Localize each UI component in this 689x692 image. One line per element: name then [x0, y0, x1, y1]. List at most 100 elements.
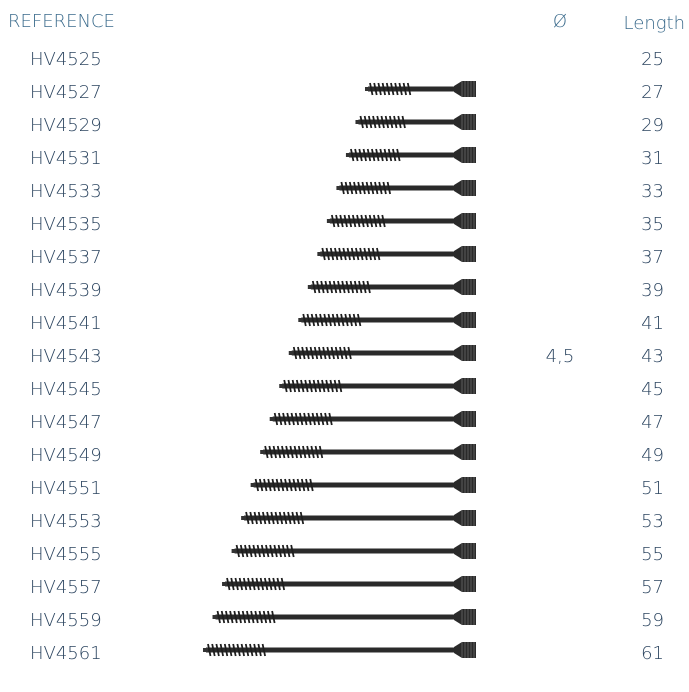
screw-thread [265, 578, 268, 590]
reference: HV4555 [30, 544, 102, 565]
screw-thread [319, 347, 322, 359]
screw-thread [294, 347, 297, 359]
length: 59 [641, 610, 664, 631]
length: 33 [641, 181, 664, 202]
screw-thread [222, 611, 225, 623]
screw-thread [234, 611, 237, 623]
screw-image [308, 279, 476, 295]
screw-thread [354, 314, 357, 326]
screw-thread [315, 347, 318, 359]
screw-thread [364, 248, 367, 260]
screw-thread [354, 182, 357, 194]
screw-thread [282, 446, 285, 458]
screw-thread [351, 149, 354, 161]
screw-thread [274, 545, 277, 557]
screw-thread [360, 248, 363, 260]
screw-thread [397, 149, 400, 161]
screw-thread [268, 479, 271, 491]
screw-thread [316, 446, 319, 458]
screw-thread [284, 380, 287, 392]
screw-thread [379, 182, 382, 194]
screw-shaft [282, 384, 456, 389]
screw-tip [251, 483, 256, 487]
screw-thread [303, 314, 306, 326]
screw-image [260, 444, 476, 460]
screw-thread [365, 215, 368, 227]
screw-thread [378, 215, 381, 227]
screw-tip [279, 384, 284, 388]
screw-thread [298, 479, 301, 491]
screw-thread [346, 281, 349, 293]
screw-thread [358, 182, 361, 194]
product-table: REFERENCE Ø Length HV452525HV452727HV452… [0, 0, 689, 692]
screw-thread [408, 83, 411, 95]
screw-thread [304, 413, 307, 425]
screw-thread [339, 248, 342, 260]
screw-thread [391, 83, 394, 95]
screw-thread [244, 578, 247, 590]
screw-thread [336, 215, 339, 227]
screw-thread [359, 149, 362, 161]
reference: HV4533 [30, 181, 102, 202]
screw-thread [290, 446, 293, 458]
screw-thread [404, 83, 407, 95]
screw-thread [284, 512, 287, 524]
screw-thread [306, 479, 309, 491]
screw-thread [240, 578, 243, 590]
header-length: Length [624, 13, 685, 34]
screw-thread [327, 347, 330, 359]
length: 31 [641, 148, 664, 169]
reference: HV4553 [30, 511, 102, 532]
screw-thread [394, 116, 397, 128]
screw-thread [241, 545, 244, 557]
screw-thread [272, 479, 275, 491]
screw-thread [332, 215, 335, 227]
screw-thread [385, 149, 388, 161]
screw-thread [316, 314, 319, 326]
screw-thread [372, 149, 375, 161]
screw-thread [271, 512, 274, 524]
screw-thread [348, 248, 351, 260]
screw-thread [360, 116, 363, 128]
screw-thread [389, 149, 392, 161]
screw-image [232, 543, 476, 559]
screw-thread [218, 611, 221, 623]
screw-thread [261, 578, 264, 590]
screw-thread [221, 644, 224, 656]
screw-thread [314, 380, 317, 392]
screw-tip [308, 285, 313, 289]
screw-thread [356, 248, 359, 260]
screw-thread [393, 149, 396, 161]
screw-thread [263, 512, 266, 524]
screw-thread [357, 215, 360, 227]
screw-thread [341, 182, 344, 194]
screw-thread [269, 578, 272, 590]
length: 51 [641, 478, 664, 499]
screw-tip [289, 351, 294, 355]
screw-thread [251, 611, 254, 623]
screw-thread [246, 512, 249, 524]
screw-thread [355, 149, 358, 161]
screw-thread [267, 512, 270, 524]
screw-thread [327, 248, 330, 260]
screw-thread [216, 644, 219, 656]
screw-shaft [311, 285, 456, 290]
screw-image [270, 411, 476, 427]
screw-tip [298, 318, 303, 322]
screw-thread [305, 380, 308, 392]
screw-image [213, 609, 476, 625]
screw-thread [371, 182, 374, 194]
screw-tip [232, 549, 237, 553]
screw-thread [367, 182, 370, 194]
screw-thread [250, 512, 253, 524]
screw-thread [264, 479, 267, 491]
screw-thread [364, 149, 367, 161]
reference: HV4537 [30, 247, 102, 268]
screw-thread [233, 644, 236, 656]
screw-thread [382, 215, 385, 227]
screw-thread [242, 644, 245, 656]
screw-thread [302, 479, 305, 491]
screw-thread [322, 248, 325, 260]
screw-thread [388, 182, 391, 194]
screw-thread [369, 116, 372, 128]
